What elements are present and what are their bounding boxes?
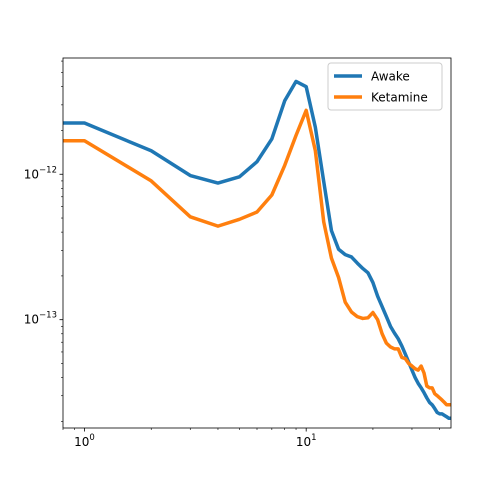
series-line-awake xyxy=(63,79,451,421)
series-line-ketamine xyxy=(63,108,451,407)
series-layer xyxy=(63,79,451,421)
x-tick-label: 100 xyxy=(74,433,95,449)
legend-label-awake: Awake xyxy=(371,70,410,84)
y-tick-label: 10−13 xyxy=(24,311,57,327)
legend-label-ketamine: Ketamine xyxy=(371,91,428,105)
x-tick-label: 101 xyxy=(296,433,317,449)
legend: Awake Ketamine xyxy=(327,62,443,111)
y-tick-label: 10−12 xyxy=(24,165,57,181)
plot-frame xyxy=(62,57,452,429)
axes-layer: 100 101 10−13 10−12 xyxy=(24,57,452,449)
